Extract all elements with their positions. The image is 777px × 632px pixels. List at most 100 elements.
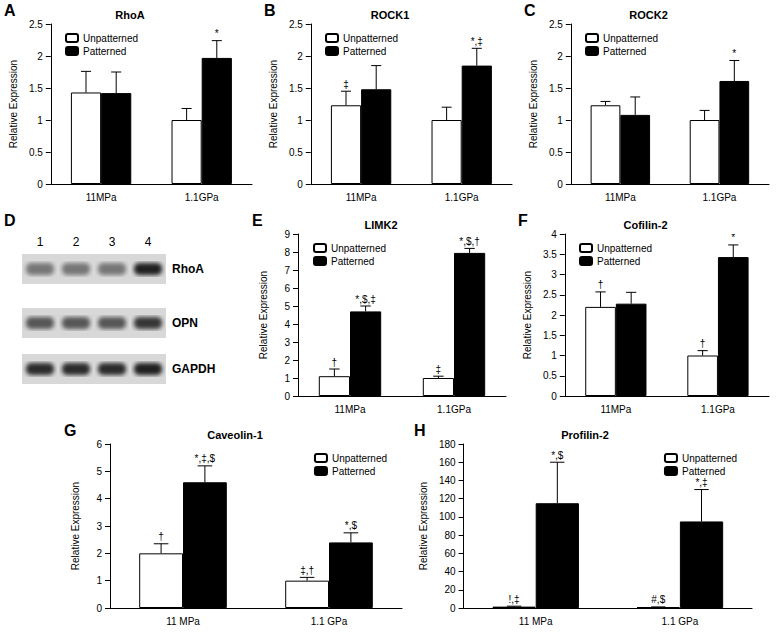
svg-text:11MPa: 11MPa	[86, 192, 117, 203]
svg-text:B: B	[264, 2, 276, 19]
svg-text:1: 1	[551, 350, 557, 361]
svg-text:2.5: 2.5	[29, 19, 43, 30]
svg-text:100: 100	[439, 511, 456, 522]
svg-text:0.5: 0.5	[289, 147, 303, 158]
svg-text:GAPDH: GAPDH	[172, 362, 215, 376]
svg-text:2.5: 2.5	[289, 19, 303, 30]
svg-text:11MPa: 11MPa	[335, 404, 366, 415]
svg-text:Relative Expression: Relative Expression	[528, 60, 539, 148]
svg-text:*,$,†: *,$,†	[459, 236, 480, 247]
svg-text:Patterned: Patterned	[343, 46, 386, 57]
svg-text:3.5: 3.5	[543, 249, 557, 260]
svg-text:*,$: *,$	[551, 450, 564, 461]
svg-text:0.5: 0.5	[29, 147, 43, 158]
svg-text:0: 0	[37, 179, 43, 190]
svg-text:180: 180	[439, 439, 456, 450]
svg-text:1: 1	[284, 373, 290, 384]
svg-text:*: *	[732, 48, 736, 59]
svg-text:*,$: *,$	[345, 520, 358, 531]
svg-text:†: †	[700, 338, 706, 349]
svg-text:4: 4	[551, 229, 557, 240]
svg-text:0.5: 0.5	[543, 370, 557, 381]
svg-text:2: 2	[297, 51, 303, 62]
svg-text:‡: ‡	[436, 364, 442, 375]
svg-text:‡: ‡	[343, 79, 349, 90]
svg-text:Patterned: Patterned	[682, 466, 725, 477]
svg-text:3: 3	[551, 269, 557, 280]
svg-text:11MPa: 11MPa	[600, 404, 631, 415]
svg-text:Relative Expression: Relative Expression	[522, 271, 533, 359]
svg-text:Patterned: Patterned	[83, 46, 126, 57]
svg-text:3: 3	[96, 521, 102, 532]
svg-text:†: †	[598, 279, 604, 290]
svg-text:140: 140	[439, 475, 456, 486]
svg-text:Patterned: Patterned	[331, 256, 374, 267]
svg-text:1.1GPa: 1.1GPa	[437, 404, 471, 415]
svg-text:80: 80	[444, 530, 456, 541]
svg-text:Patterned: Patterned	[597, 256, 640, 267]
svg-text:8: 8	[284, 247, 290, 258]
svg-text:*,‡: *,‡	[695, 477, 707, 488]
svg-text:4: 4	[96, 493, 102, 504]
svg-text:Unpatterned: Unpatterned	[83, 33, 138, 44]
svg-text:*,‡: *,‡	[471, 36, 483, 47]
svg-text:0: 0	[557, 179, 563, 190]
svg-text:*: *	[215, 28, 219, 39]
svg-text:6: 6	[284, 283, 290, 294]
svg-text:11 MPa: 11 MPa	[166, 616, 200, 627]
svg-text:4: 4	[284, 319, 290, 330]
svg-text:H: H	[414, 422, 426, 439]
svg-text:D: D	[4, 212, 16, 229]
svg-text:2: 2	[551, 310, 557, 321]
svg-text:Relative Expression: Relative Expression	[418, 482, 429, 570]
svg-text:Unpatterned: Unpatterned	[332, 453, 387, 464]
svg-text:1.1GPa: 1.1GPa	[185, 192, 219, 203]
svg-text:!,‡: !,‡	[508, 594, 519, 605]
svg-text:G: G	[64, 422, 76, 439]
svg-text:40: 40	[444, 566, 456, 577]
svg-text:11 MPa: 11 MPa	[519, 616, 553, 627]
svg-text:0: 0	[96, 603, 102, 614]
svg-text:11MPa: 11MPa	[605, 192, 636, 203]
svg-text:2: 2	[284, 355, 290, 366]
svg-text:RhoA: RhoA	[172, 262, 204, 276]
svg-text:11MPa: 11MPa	[346, 192, 377, 203]
svg-text:LIMK2: LIMK2	[365, 219, 398, 231]
svg-text:7: 7	[284, 265, 290, 276]
svg-text:1.5: 1.5	[543, 330, 557, 341]
svg-text:†: †	[332, 357, 338, 368]
svg-text:*,$,‡: *,$,‡	[355, 294, 376, 305]
svg-text:1: 1	[96, 575, 102, 586]
svg-text:Caveolin-1: Caveolin-1	[207, 429, 263, 441]
svg-text:*: *	[731, 232, 735, 243]
svg-text:Unpatterned: Unpatterned	[343, 33, 398, 44]
svg-text:0: 0	[297, 179, 303, 190]
svg-text:C: C	[524, 2, 536, 19]
svg-text:3: 3	[109, 235, 116, 249]
svg-text:1.5: 1.5	[29, 83, 43, 94]
svg-text:*,‡,$: *,‡,$	[195, 453, 216, 464]
svg-text:20: 20	[444, 584, 456, 595]
svg-text:160: 160	[439, 457, 456, 468]
svg-text:1.1 GPa: 1.1 GPa	[662, 616, 699, 627]
svg-text:ROCK1: ROCK1	[371, 9, 410, 21]
svg-text:1: 1	[297, 115, 303, 126]
svg-text:Relative Expression: Relative Expression	[268, 60, 279, 148]
svg-text:‡,†: ‡,†	[300, 565, 314, 576]
svg-text:1.1GPa: 1.1GPa	[445, 192, 479, 203]
svg-text:Relative Expression: Relative Expression	[70, 482, 81, 570]
svg-text:0.5: 0.5	[549, 147, 563, 158]
svg-text:120: 120	[439, 493, 456, 504]
svg-text:Relative Expression: Relative Expression	[8, 60, 19, 148]
svg-text:6: 6	[96, 439, 102, 450]
svg-text:2.5: 2.5	[549, 19, 563, 30]
svg-text:1.1GPa: 1.1GPa	[702, 192, 736, 203]
svg-text:Cofilin-2: Cofilin-2	[624, 219, 668, 231]
svg-text:2: 2	[37, 51, 43, 62]
svg-text:0: 0	[284, 391, 290, 402]
svg-text:2: 2	[96, 548, 102, 559]
svg-text:E: E	[252, 212, 263, 229]
svg-text:Unpatterned: Unpatterned	[603, 33, 658, 44]
svg-text:1.5: 1.5	[549, 83, 563, 94]
svg-text:1.5: 1.5	[289, 83, 303, 94]
